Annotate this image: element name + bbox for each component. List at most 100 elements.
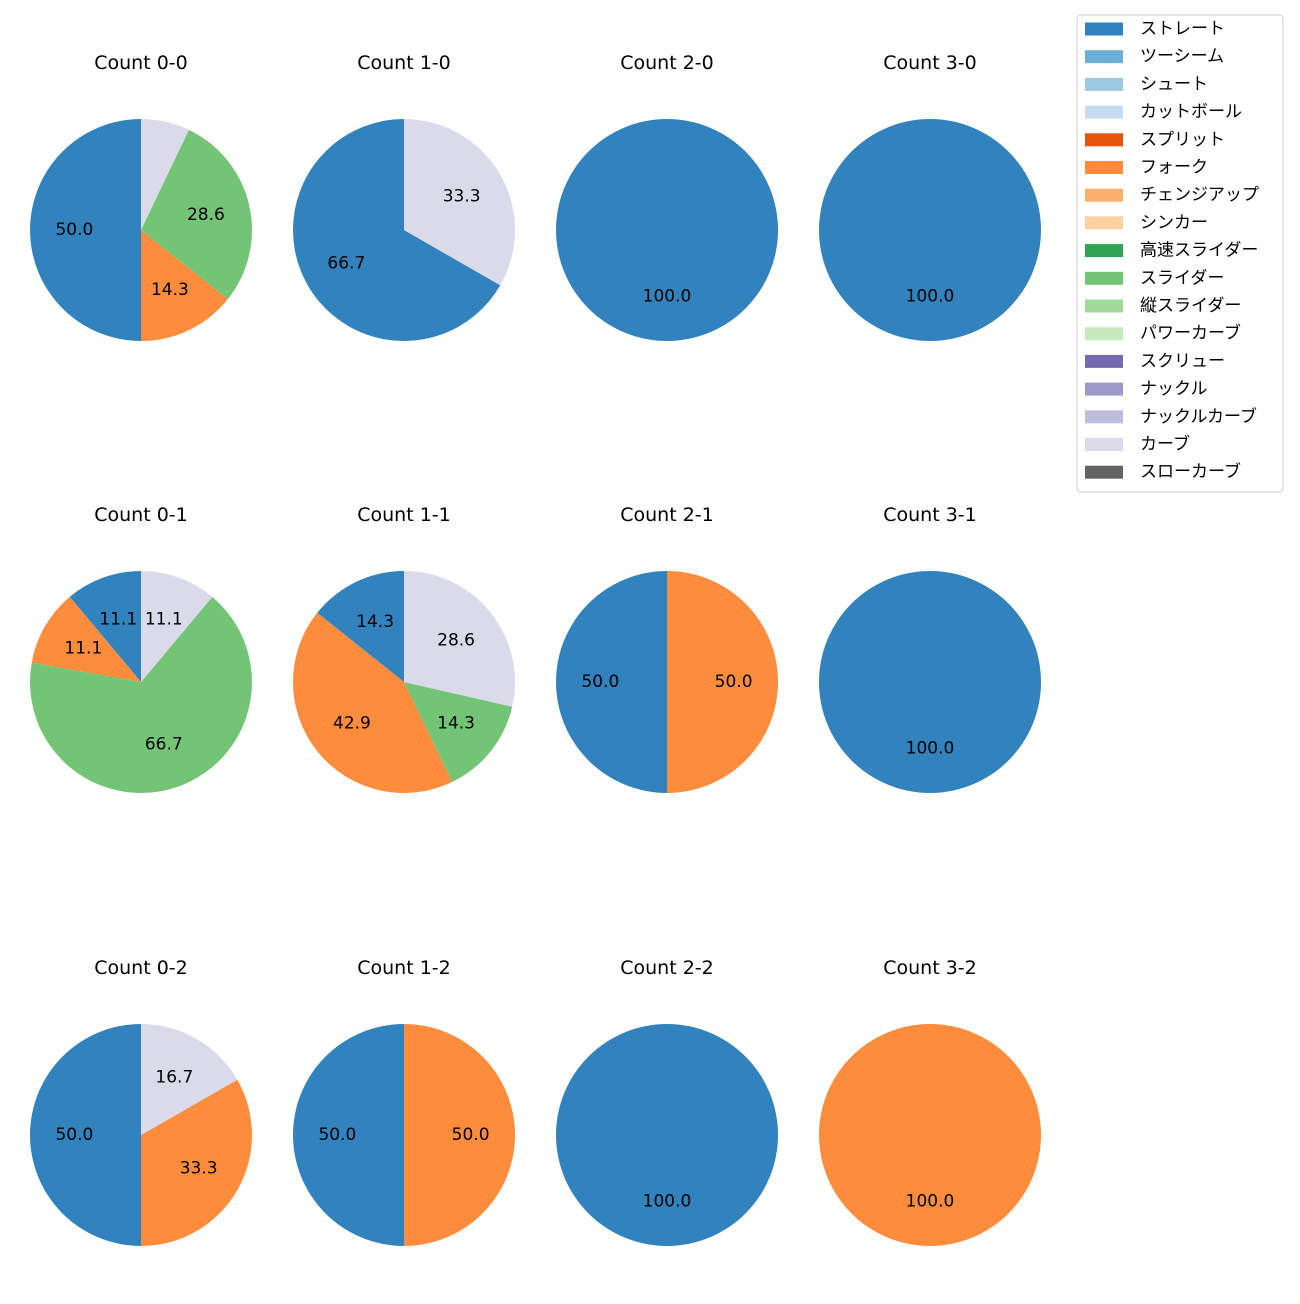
slice-label: 50.0 [452, 1125, 490, 1145]
pie-chart-2: Count 1-0 66.7 33.3 [292, 52, 515, 342]
legend-swatch [1085, 161, 1123, 174]
legend-item: スライダー [1085, 268, 1224, 288]
legend-label: 縦スライダー [1140, 296, 1241, 316]
slice-label: 50.0 [581, 672, 619, 692]
legend-label: スローカーブ [1140, 461, 1241, 482]
legend-item: 高速スライダー [1085, 241, 1258, 261]
legend-item: カットボール [1085, 102, 1242, 122]
legend-item: ナックル [1085, 379, 1208, 399]
slice-label: 14.3 [437, 714, 475, 734]
legend-item: パワーカーブ [1085, 323, 1241, 344]
legend-item: シンカー [1085, 213, 1208, 233]
legend-swatch [1085, 465, 1123, 479]
pie-slice [556, 119, 778, 341]
pie-slice [292, 612, 453, 794]
chart-title: Count 3-1 [883, 504, 977, 526]
slice-label: 14.3 [151, 280, 189, 300]
legend-label: スライダー [1140, 268, 1224, 288]
pie-chart-7: Count 2-1 50.0 50.0 [556, 504, 778, 793]
pie-slice [556, 571, 667, 793]
legend-swatch [1085, 77, 1123, 91]
slice-label: 33.3 [180, 1158, 218, 1178]
legend-label: チェンジアップ [1140, 185, 1259, 205]
chart-title: Count 1-0 [357, 52, 451, 74]
chart-title: Count 2-1 [620, 504, 714, 526]
legend-swatch [1085, 438, 1123, 451]
legend-label: ストレート [1140, 19, 1225, 39]
legend-swatch [1085, 105, 1123, 119]
legend-item: フォーク [1085, 158, 1208, 178]
legend-item: 縦スライダー [1085, 296, 1241, 316]
slice-label: 50.0 [318, 1125, 356, 1145]
slice-label: 100.0 [906, 287, 955, 307]
chart-title: Count 3-2 [883, 957, 977, 979]
slice-label: 100.0 [906, 739, 955, 759]
legend-swatch [1085, 216, 1123, 230]
legend-label: ツーシーム [1140, 47, 1224, 67]
pie-slice [819, 571, 1041, 793]
chart-title: Count 0-1 [94, 504, 188, 526]
legend-item: ナックルカーブ [1085, 406, 1257, 427]
legend-label: カーブ [1140, 434, 1190, 455]
slice-label: 11.1 [64, 639, 102, 659]
slice-label: 66.7 [145, 735, 183, 755]
chart-title: Count 1-2 [357, 957, 451, 979]
slice-label: 42.9 [333, 714, 371, 734]
slice-label: 50.0 [55, 1125, 93, 1145]
legend-label: スプリット [1140, 130, 1225, 150]
pie-chart-12: Count 3-2 100.0 [819, 957, 1041, 1246]
pie-chart-11: Count 2-2 100.0 [556, 957, 778, 1246]
pie-slice [819, 119, 1041, 341]
chart-title: Count 1-1 [357, 504, 451, 526]
legend-label: パワーカーブ [1140, 323, 1241, 344]
legend-item: カーブ [1085, 434, 1190, 455]
slice-label: 16.7 [155, 1067, 193, 1087]
pie-slice [819, 1024, 1041, 1246]
slice-label: 28.6 [187, 205, 225, 225]
slice-label: 11.1 [99, 609, 137, 629]
legend-label: 高速スライダー [1140, 241, 1258, 261]
legend-item: チェンジアップ [1085, 185, 1259, 205]
pie-slice [141, 119, 189, 230]
legend-swatch [1085, 271, 1123, 285]
pie-slice [69, 571, 141, 682]
pie-chart-9: Count 0-2 50.0 33.3 16.7 [30, 957, 252, 1246]
pie-slice [404, 682, 513, 783]
legend-swatch [1085, 188, 1123, 202]
slice-label: 14.3 [356, 612, 394, 632]
slice-label: 50.0 [55, 220, 93, 240]
pie-slice [30, 1024, 141, 1246]
pie-chart-3: Count 2-0 100.0 [556, 52, 778, 341]
slice-label: 66.7 [327, 253, 365, 273]
legend-item: スクリュー [1085, 351, 1225, 371]
legend-item: スプリット [1085, 130, 1225, 150]
legend-swatch [1085, 50, 1123, 64]
chart-title: Count 0-0 [94, 52, 188, 74]
slice-label: 50.0 [715, 672, 753, 692]
legend-label: スクリュー [1140, 351, 1225, 371]
legend-swatch [1085, 382, 1123, 396]
legend-item: ツーシーム [1085, 47, 1224, 67]
pie-chart-10: Count 1-2 50.0 50.0 [293, 957, 515, 1246]
legend-swatch [1085, 354, 1123, 368]
pie-slice [667, 571, 778, 793]
legend: ストレートツーシームシュートカットボールスプリットフォークチェンジアップシンカー… [1076, 14, 1284, 493]
pie-chart-6: Count 1-1 14.3 42.9 14.3 28.6 [292, 504, 516, 794]
pie-slice [404, 119, 515, 286]
slice-label: 100.0 [643, 287, 692, 307]
pie-chart-1: Count 0-0 50.0 14.3 28.6 [30, 52, 253, 342]
legend-swatch [1085, 133, 1123, 147]
legend-label: カットボール [1140, 102, 1242, 122]
legend-label: フォーク [1140, 158, 1208, 178]
pie-slice [141, 129, 253, 300]
pie-chart-5: Count 0-1 11.1 11.1 66.7 11.1 [29, 504, 252, 793]
pie-slice [293, 1024, 404, 1246]
legend-swatch [1085, 299, 1123, 313]
pie-slice [556, 1024, 778, 1246]
pie-chart-8: Count 3-1 100.0 [819, 504, 1041, 793]
slice-label: 11.1 [145, 609, 183, 629]
legend-label: シュート [1140, 74, 1208, 94]
legend-label: シンカー [1140, 213, 1208, 233]
